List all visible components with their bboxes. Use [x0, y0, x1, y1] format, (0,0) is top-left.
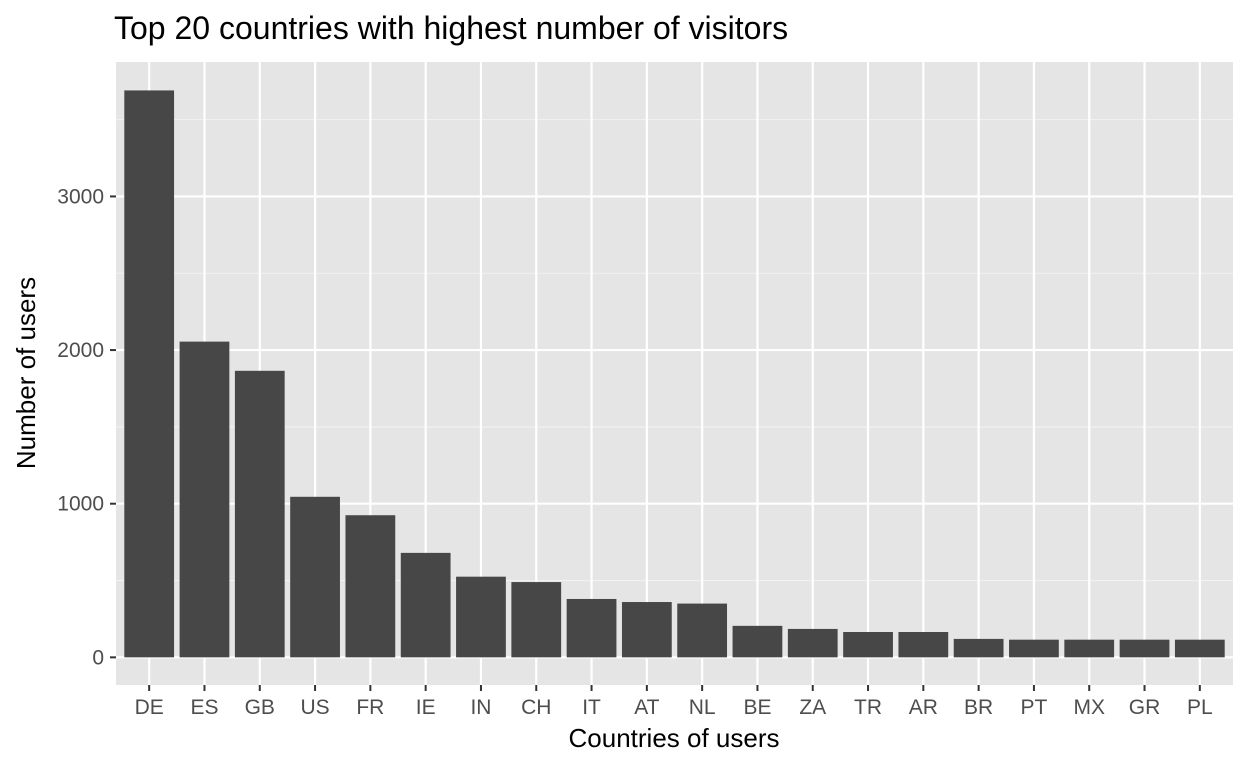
- bar-gr: [1119, 639, 1170, 658]
- bar-pl: [1174, 639, 1225, 658]
- bar-ie: [400, 552, 451, 658]
- x-tick-label: IT: [582, 696, 601, 719]
- y-tick-label: 3000: [57, 185, 104, 208]
- x-tick-label: PL: [1187, 696, 1213, 719]
- bar-za: [787, 628, 838, 658]
- x-axis-title: Countries of users: [569, 723, 780, 753]
- x-tick-label: IE: [416, 696, 436, 719]
- x-tick-label: AT: [634, 696, 659, 719]
- x-tick-label: GR: [1129, 696, 1161, 719]
- bar-br: [953, 638, 1004, 658]
- bar-de: [124, 90, 175, 658]
- x-tick-label: US: [300, 696, 329, 719]
- x-tick-label: MX: [1073, 696, 1105, 719]
- x-tick-label: DE: [135, 696, 164, 719]
- bar-mx: [1064, 639, 1115, 658]
- bar-gb: [234, 370, 285, 658]
- bars: [124, 90, 1225, 658]
- x-tick-label: ZA: [799, 696, 826, 719]
- x-tick-label: TR: [854, 696, 882, 719]
- bar-us: [290, 496, 340, 658]
- y-axis-title: Number of users: [11, 277, 41, 469]
- bar-nl: [677, 603, 728, 658]
- x-tick-label: ES: [190, 696, 218, 719]
- y-axis: 0 1000 2000 3000: [57, 185, 116, 669]
- bar-be: [732, 625, 783, 658]
- x-tick-label: CH: [521, 696, 551, 719]
- x-tick-label: FR: [356, 696, 384, 719]
- bar-tr: [843, 631, 893, 658]
- y-tick-label: 2000: [57, 339, 104, 362]
- x-tick-label: AR: [909, 696, 938, 719]
- y-tick-label: 1000: [57, 493, 104, 516]
- bar-in: [456, 576, 506, 658]
- bar-fr: [345, 515, 396, 658]
- chart-title: Top 20 countries with highest number of …: [114, 10, 788, 46]
- x-tick-label: BE: [743, 696, 771, 719]
- bar-es: [179, 341, 230, 658]
- x-tick-label: IN: [470, 696, 491, 719]
- bar-pt: [1009, 639, 1059, 658]
- x-tick-label: GB: [245, 696, 275, 719]
- bar-ch: [511, 582, 562, 658]
- x-axis: DE ES GB US FR IE IN CH IT AT NL BE ZA TR AR BR PT MX GR PL: [135, 685, 1213, 719]
- bar-at: [621, 602, 672, 658]
- y-tick-label: 0: [92, 646, 104, 669]
- x-tick-label: BR: [964, 696, 993, 719]
- bar-ar: [898, 631, 949, 658]
- x-tick-label: NL: [689, 696, 716, 719]
- bar-it: [566, 598, 617, 658]
- x-tick-label: PT: [1021, 696, 1048, 719]
